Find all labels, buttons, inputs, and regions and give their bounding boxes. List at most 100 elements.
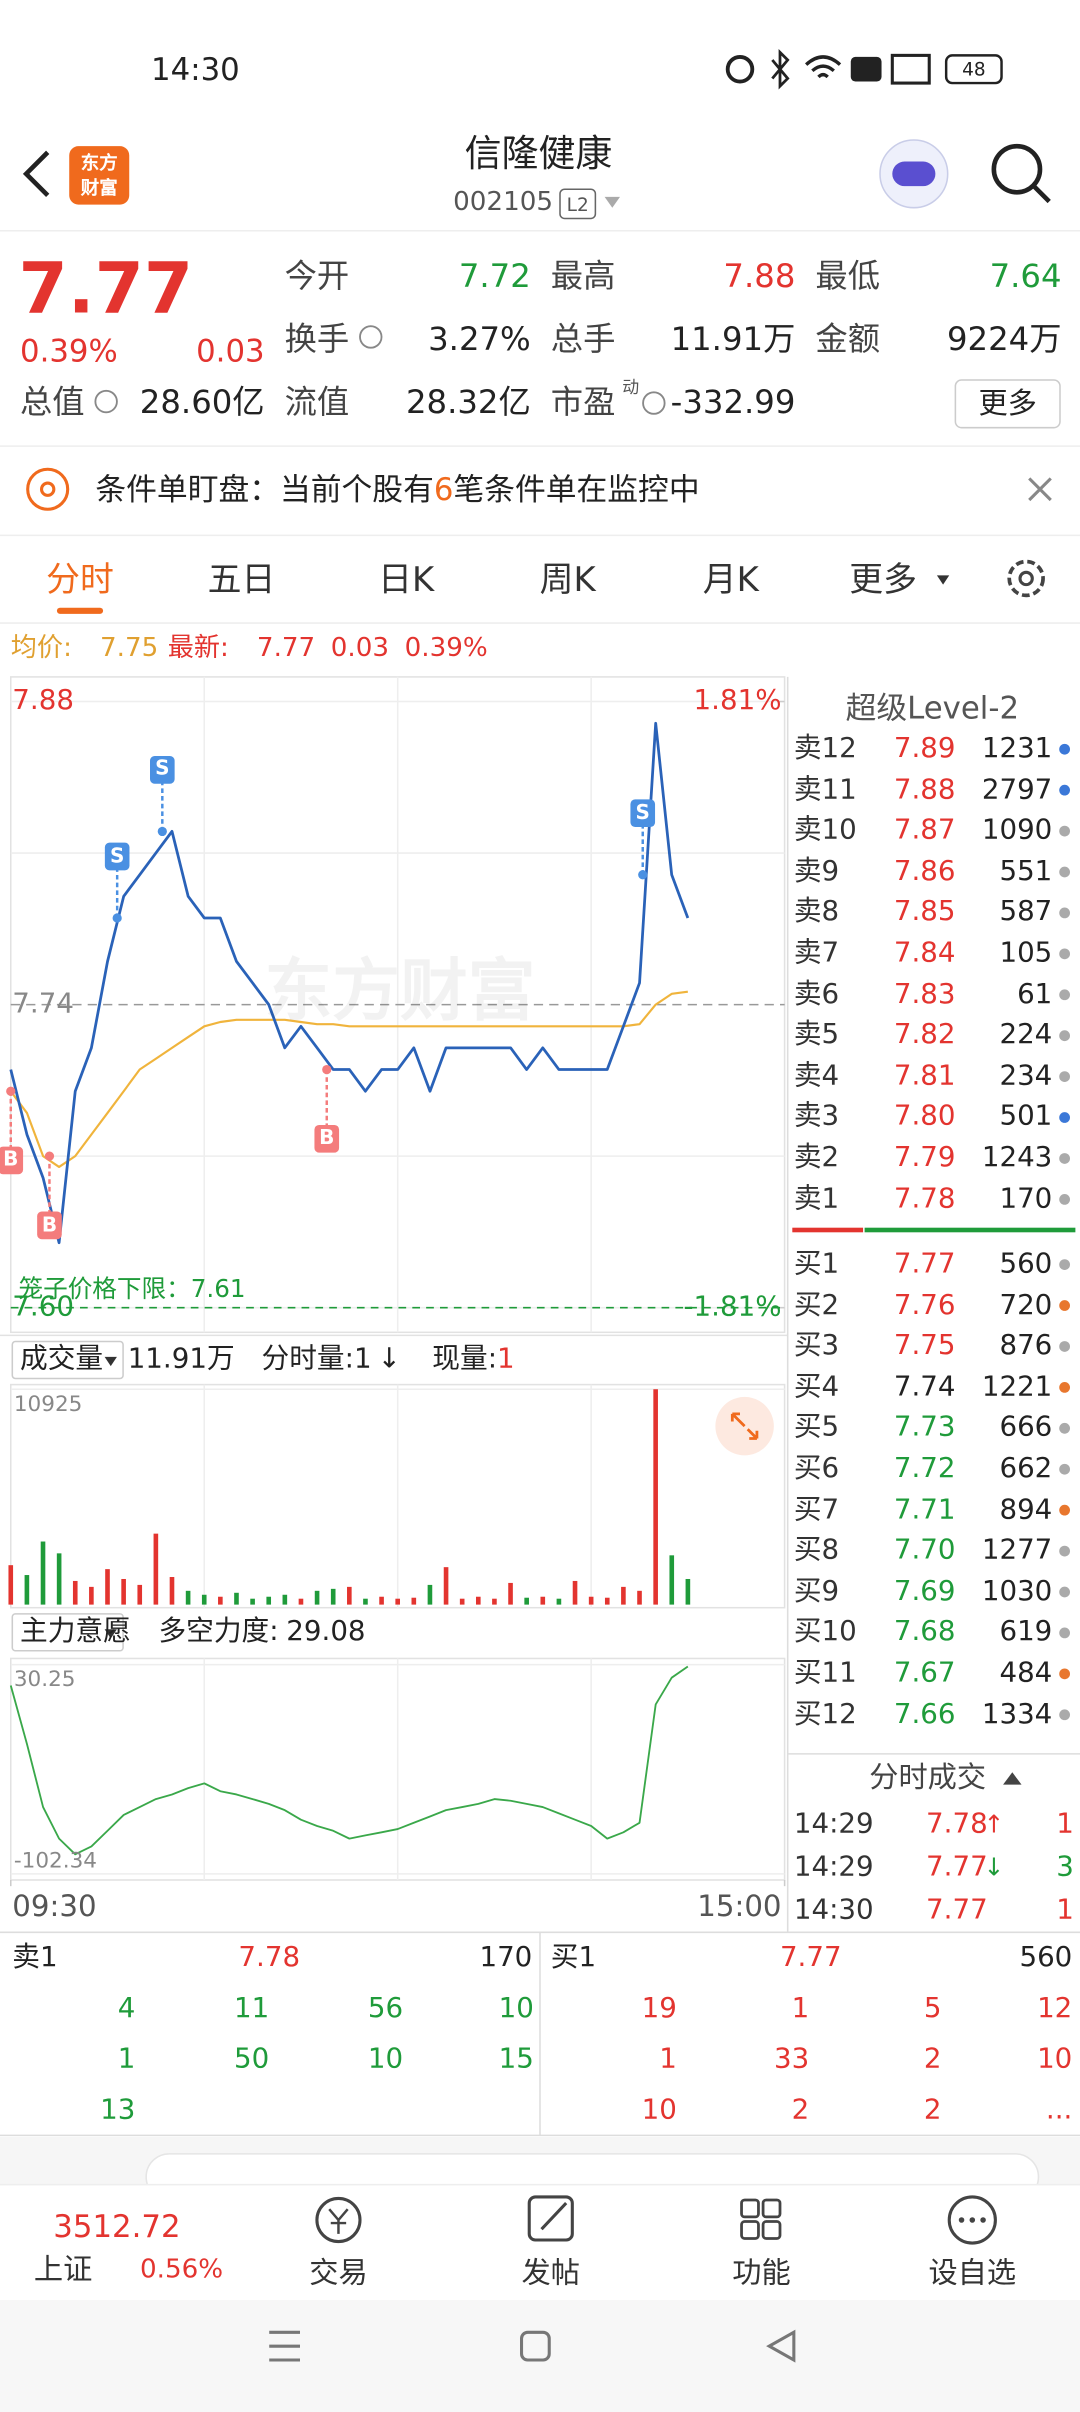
book-level: 买9 xyxy=(793,1575,840,1608)
queue-level: 卖1 xyxy=(12,1941,58,1974)
volume-bar xyxy=(347,1586,352,1605)
queue-order: 10 xyxy=(641,2093,677,2127)
index-value: 3512.72 xyxy=(53,2207,181,2245)
book-dot xyxy=(1059,1545,1070,1557)
field-label: 今开 xyxy=(284,257,350,295)
volume-bar xyxy=(266,1596,272,1605)
book-price: 7.71 xyxy=(893,1493,956,1526)
banner-text: 当前个股有 xyxy=(279,470,434,508)
sentiment-selector xyxy=(11,1613,124,1652)
app-logo xyxy=(69,146,130,205)
last-change: 0.03 xyxy=(330,633,390,664)
info-icon[interactable] xyxy=(642,391,666,415)
nav-label[interactable]: 设自选 xyxy=(928,2256,1017,2290)
search-button[interactable] xyxy=(991,143,1043,195)
nav-icon-trade-mark xyxy=(328,2208,349,2234)
back-button[interactable] xyxy=(22,150,50,198)
volume-bar xyxy=(540,1596,546,1605)
volume-bar xyxy=(604,1597,610,1605)
queue-price: 7.78 xyxy=(238,1941,301,1974)
system-menu[interactable] xyxy=(269,2330,300,2362)
nav-label[interactable]: 交易 xyxy=(309,2256,368,2290)
volume-bar xyxy=(653,1389,658,1605)
chart-tab[interactable]: 分时 xyxy=(46,561,114,600)
book-dot xyxy=(1059,1504,1070,1516)
book-volume: 1231 xyxy=(981,732,1053,765)
book-level: 买1 xyxy=(793,1247,840,1280)
trade-price: 7.77 xyxy=(926,1893,988,1927)
last-value: 7.77 xyxy=(256,633,316,664)
book-dot xyxy=(1059,1112,1070,1123)
logo-text: 东方 xyxy=(80,152,118,174)
chart-tab[interactable]: 日K xyxy=(378,561,435,600)
order-book-title: 超级Level-2 xyxy=(845,689,1020,727)
book-volume: 224 xyxy=(999,1018,1053,1052)
book-level: 买11 xyxy=(793,1656,857,1690)
queue-order: 2 xyxy=(791,2093,810,2127)
volume-bar xyxy=(459,1598,465,1605)
volume-bar xyxy=(330,1588,336,1605)
book-dot xyxy=(1059,1300,1070,1311)
marker-point xyxy=(157,826,167,837)
queue-order: 5 xyxy=(923,1992,942,2025)
book-level: 卖2 xyxy=(793,1141,840,1174)
settings-button[interactable] xyxy=(1007,559,1045,598)
book-volume: 894 xyxy=(999,1493,1053,1526)
marker-badge xyxy=(314,1124,340,1153)
volume-bar xyxy=(427,1584,433,1605)
chart-tab[interactable]: 周K xyxy=(539,561,596,600)
volume-bar xyxy=(201,1594,207,1605)
volume-selector-text[interactable]: 成交量 xyxy=(19,1343,104,1376)
nav-label[interactable]: 发帖 xyxy=(521,2256,581,2290)
book-price: 7.88 xyxy=(893,773,956,806)
volume-bar xyxy=(24,1575,30,1605)
trade-arrow: ↑ xyxy=(983,1809,1005,1839)
code-dropdown[interactable] xyxy=(604,196,620,208)
system-back[interactable] xyxy=(766,2329,796,2363)
marker-point xyxy=(6,1086,16,1096)
field-value: 7.88 xyxy=(723,257,796,295)
field-value: 11.91万 xyxy=(670,320,796,358)
marker-label: B xyxy=(3,1148,19,1172)
sentiment-selector-text[interactable]: 主力意愿 xyxy=(19,1615,131,1648)
book-dot xyxy=(1059,1709,1070,1721)
chart-tab[interactable]: 五日 xyxy=(207,561,276,600)
marker-point xyxy=(322,1064,332,1075)
book-price: 7.70 xyxy=(893,1534,956,1567)
y2-tick-label: -1.81% xyxy=(683,1290,782,1324)
index-name: 上证 xyxy=(33,2253,93,2287)
info-icon[interactable] xyxy=(359,325,383,349)
more-button-text[interactable]: 更多 xyxy=(978,386,1037,420)
banner-label: 条件单盯盘： xyxy=(95,470,280,508)
now-volume-value: 1 xyxy=(497,1343,515,1376)
queue-order: 12 xyxy=(1037,1992,1073,2025)
last-label: 最新: xyxy=(167,633,229,664)
book-price: 7.87 xyxy=(893,814,956,847)
volume-bar xyxy=(169,1577,175,1605)
field-label: 流值 xyxy=(284,383,350,421)
chart-tab[interactable]: 更多 xyxy=(849,561,917,600)
volume-bar xyxy=(56,1553,62,1605)
nav-label[interactable]: 功能 xyxy=(732,2256,791,2290)
book-volume: 619 xyxy=(999,1615,1053,1649)
book-price: 7.82 xyxy=(893,1018,956,1052)
series-line xyxy=(9,990,688,1168)
book-level: 买6 xyxy=(793,1452,840,1485)
book-price: 7.75 xyxy=(893,1329,956,1362)
book-dot xyxy=(1059,1586,1070,1598)
book-level: 卖5 xyxy=(793,1018,840,1052)
book-price: 7.76 xyxy=(893,1288,956,1321)
field-value: 7.72 xyxy=(458,257,531,295)
info-icon[interactable] xyxy=(94,389,118,414)
book-volume: 1243 xyxy=(981,1141,1053,1174)
trades-toggle[interactable] xyxy=(1003,1772,1022,1785)
marker-badge xyxy=(150,756,175,784)
volume-bar xyxy=(298,1598,304,1605)
tab-more-dropdown xyxy=(936,575,950,585)
chart-tab[interactable]: 月K xyxy=(702,561,759,600)
series-line xyxy=(9,721,690,1245)
trade-volume: 1 xyxy=(1056,1893,1074,1927)
queue-order: 50 xyxy=(233,2043,270,2076)
book-price: 7.69 xyxy=(893,1575,956,1608)
volume-bar xyxy=(89,1586,94,1605)
